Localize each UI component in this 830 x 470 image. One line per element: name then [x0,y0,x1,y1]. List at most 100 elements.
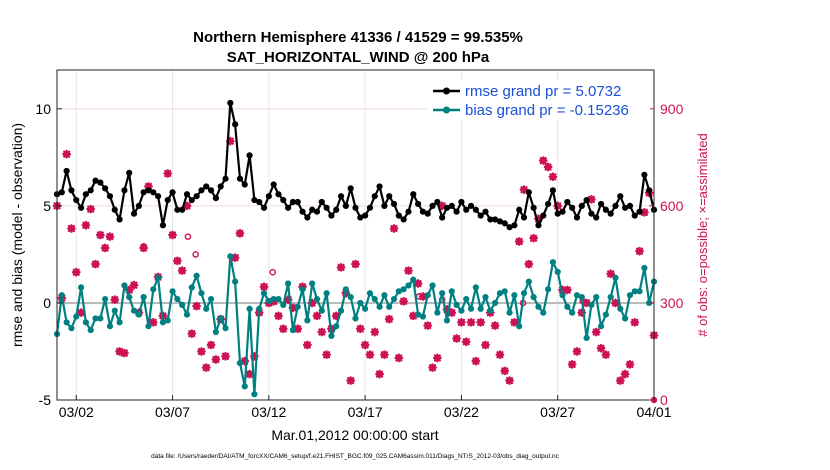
obs-star-stroke [582,299,591,307]
rmse-point [236,175,244,182]
rmse-point [439,214,446,221]
bias-point [520,290,528,297]
obs-star-stroke [472,357,480,365]
rmse-point [126,169,133,176]
bias-point [467,305,475,312]
obs-star-stroke [414,279,422,288]
obs-assimilated-point [67,224,76,233]
obs-assimilated-point [168,230,177,240]
obs-assimilated-point [197,347,206,356]
bias-point [390,295,398,303]
rmse-point [58,189,65,196]
obs-star-stroke [448,309,456,317]
obs-assimilated-point [365,350,375,360]
obs-assimilated-point [370,327,380,337]
obs-assimilated-point [76,308,86,318]
rmse-point [622,204,629,211]
obs-assimilated-point [211,355,221,364]
y-left-tick-label: 10 [35,101,51,117]
obs-assimilated-point [591,327,601,337]
rmse-point [646,187,653,194]
legend-bias-label: bias grand pr = -0.15236 [465,102,629,119]
bias-point [405,282,412,289]
obs-assimilated-point [259,282,269,292]
bias-point [641,264,648,272]
obs-assimilated-point [481,340,490,350]
rmse-point [487,216,494,223]
obs-star-stroke [207,341,215,349]
obs-assimilated-point [100,243,110,253]
obs-assimilated-point [274,311,283,321]
obs-star-stroke [221,352,230,360]
x-tick-label: 03/02 [59,404,94,420]
bias-point [179,301,186,308]
rmse-point [318,198,325,206]
bias-point [159,319,167,326]
rmse-point [309,206,316,213]
rmse-point [414,200,422,208]
rmse-point [631,212,638,219]
rmse-point [198,187,205,194]
obs-assimilated-point [452,334,462,343]
obs-assimilated-point [278,324,288,334]
obs-star-stroke [313,312,321,320]
obs-star-stroke [245,370,254,378]
obs-star-stroke [168,231,177,239]
obs-star-stroke [616,376,624,385]
bias-point [183,311,191,318]
obs-star-stroke [404,266,413,275]
rmse-point [337,193,345,200]
obs-star-stroke [303,341,311,349]
rmse-point [482,208,489,215]
bias-point [333,323,340,330]
obs-assimilated-point [413,279,423,288]
rmse-point [232,121,239,128]
obs-assimilated-point [601,350,611,360]
y-right-tick-label: 0 [660,392,668,408]
rmse-point [366,204,374,211]
obs-star-stroke [323,351,331,359]
bias-point [443,317,451,324]
rmse-point [140,189,147,196]
rmse-point [313,208,321,215]
rmse-point [395,212,402,219]
obs-assimilated-point [611,298,620,308]
bias-point [439,290,446,297]
y-axis-label-left: rmse and bias (model - observation) [9,123,25,347]
bias-point [280,301,287,308]
obs-assimilated-point [384,314,394,324]
bias-point [241,383,248,390]
rmse-point [626,202,634,209]
rmse-point [155,193,162,200]
obs-assimilated-point [62,149,72,159]
bias-point [530,294,537,301]
obs-assimilated-point [379,350,389,360]
obs-star-stroke [318,328,326,336]
obs-assimilated-point [302,340,312,350]
obs-assimilated-point [355,324,365,334]
bias-point [323,290,330,297]
bias-point [328,332,335,340]
obs-star-stroke [260,283,268,291]
rmse-point [280,196,287,204]
obs-assimilated-point [201,363,211,373]
rmse-point [63,167,70,175]
obs-star-stroke [72,268,80,276]
bias-point [140,294,147,301]
bias-point [429,282,436,289]
y-right-tick-label: 300 [660,295,684,311]
rmse-point [472,206,479,213]
rmse-point [275,191,282,198]
obs-assimilated-point [471,356,481,366]
obs-possible-point [192,251,199,258]
rmse-point [371,193,378,200]
obs-star-stroke [611,299,620,307]
y-axis-right: 0 300 600 900 [649,101,684,408]
rmse-point [559,208,566,215]
obs-possible-point [140,243,147,250]
rmse-point [111,206,118,213]
rmse-point [150,189,157,196]
obs-star-stroke [279,325,287,333]
obs-assimilated-point [447,308,457,318]
obs-star-stroke [539,156,547,165]
